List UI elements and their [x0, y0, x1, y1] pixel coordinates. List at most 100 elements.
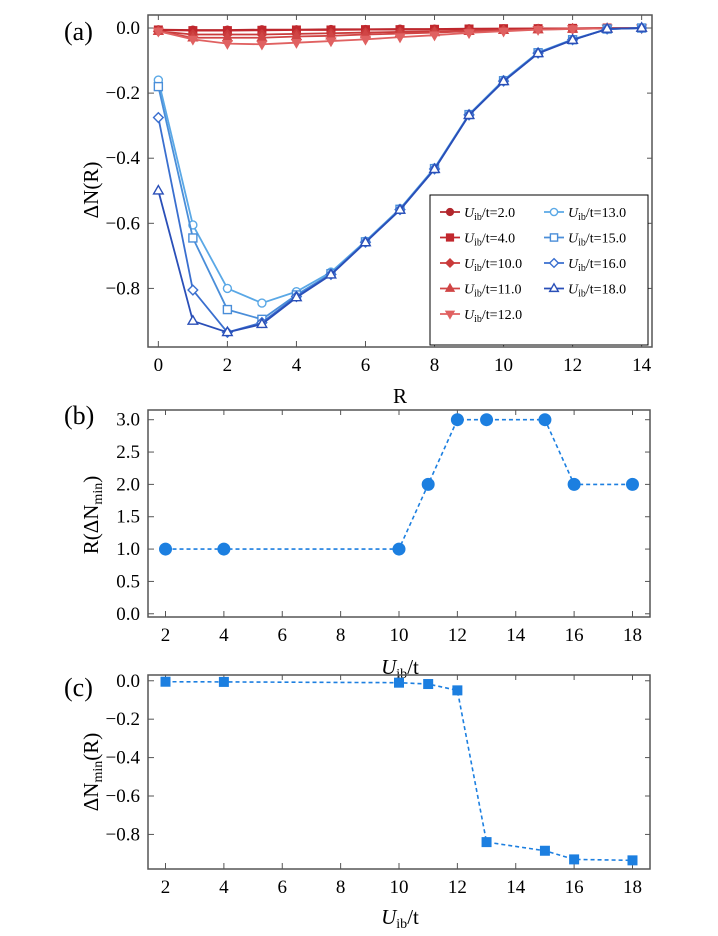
legend-label-sym: U [568, 206, 579, 221]
data-point [290, 290, 303, 302]
panel-c-series [160, 676, 638, 866]
panel-b-frame [147, 409, 651, 618]
data-point [221, 325, 234, 337]
panel-c-x-tick-label: 8 [336, 877, 346, 898]
legend-marker [445, 207, 455, 217]
panel-a-y-label: ΔN(R) [79, 162, 103, 219]
legend-label-tail: /t=18.0 [586, 283, 626, 298]
legend-label-sym: U [568, 283, 579, 298]
data-point [463, 29, 475, 40]
panel-b-y-tick-label: 0.5 [116, 571, 140, 592]
panel-c-data-point [627, 855, 638, 866]
panel-b-x-label-tail: /t [407, 655, 419, 679]
data-point [153, 81, 164, 92]
panel-b-data-point [450, 413, 464, 427]
panel-b-data-point [567, 477, 581, 491]
panel-c: (c) 2 4 6 8 10 12 14 16 18 0.0 −0.2 −0.4 −0.6 −0.8 U… [64, 671, 651, 932]
legend-label-sub: ib [474, 314, 482, 325]
panel-a-y-tick-label: −0.4 [106, 148, 141, 169]
panel-c-y-tick-label: −0.6 [106, 786, 140, 807]
panel-b-y-label: R(ΔNmin) [79, 476, 106, 554]
panel-a-x-tick-label: 0 [154, 355, 164, 376]
data-point [532, 46, 545, 58]
legend-label-tail: /t=11.0 [482, 283, 522, 298]
legend-label: Uib/t=2.0 [464, 206, 515, 223]
legend-marker [445, 233, 455, 242]
panel-b-data-point [217, 542, 231, 556]
data-point [187, 284, 199, 296]
data-point [497, 74, 510, 86]
legend-box [429, 194, 649, 346]
panel-a-frame [147, 14, 653, 348]
legend-label-sub: ib [474, 212, 482, 223]
panel-a-y-tick-label: −0.2 [106, 83, 140, 104]
panel-b-y-tick-label: 3.0 [116, 410, 140, 431]
panel-b-x-tick-label: 8 [336, 625, 346, 646]
legend-label: Uib/t=12.0 [464, 308, 522, 325]
panel-b-y-tick-label: 0.0 [116, 604, 140, 625]
panel-b-y-label-sub: min [91, 483, 106, 505]
data-point [290, 38, 303, 49]
legend-label-sym: U [464, 308, 475, 323]
panel-b-x-tick-label: 6 [278, 625, 288, 646]
data-point [256, 40, 268, 51]
panel-c-label: (c) [64, 673, 93, 702]
panel-c-y-tick-label: −0.2 [106, 709, 140, 730]
panel-c-y-label-main: ΔN [79, 783, 103, 812]
panel-a-x-tick-label: 12 [563, 355, 582, 376]
panel-c-data-point [539, 845, 550, 856]
data-point [393, 203, 407, 214]
panel-b-data-point [421, 477, 435, 491]
data-point [186, 314, 199, 325]
data-point [324, 268, 337, 279]
panel-c-x-tick-label: 6 [278, 877, 288, 898]
data-point [463, 108, 476, 120]
panel-b-data-point [392, 542, 406, 556]
legend-label-tail: /t=16.0 [586, 257, 626, 272]
panel-c-data-point [569, 854, 580, 865]
legend-label: Uib/t=16.0 [568, 257, 626, 274]
panel-b-y-label-tail: ) [79, 476, 103, 483]
panel-c-x-tick-label: 4 [219, 877, 229, 898]
panel-b-x-label-sym: U [381, 655, 398, 679]
legend-marker [548, 282, 560, 293]
panel-b-label: (b) [64, 401, 94, 430]
panel-c-y-label: ΔNmin(R) [79, 733, 106, 811]
panel-c-data-point [218, 676, 229, 687]
panel-a-x-label: R [393, 384, 407, 408]
panel-c-data-point [452, 685, 463, 696]
panel-a-y-tick-label: −0.6 [106, 213, 140, 234]
legend-marker [549, 233, 559, 242]
data-point [532, 25, 544, 36]
panel-a-legend: Uib/t=2.0Uib/t=4.0Uib/t=10.0Uib/t=11.0Ui… [429, 194, 649, 346]
legend-label-tail: /t=4.0 [482, 232, 515, 247]
panel-c-y-ticks: 0.0 −0.2 −0.4 −0.6 −0.8 [106, 671, 650, 845]
panel-c-x-tick-label: 10 [390, 877, 409, 898]
legend-label-sym: U [464, 206, 475, 221]
legend-label-tail: /t=10.0 [482, 257, 522, 272]
data-point [152, 111, 165, 124]
panel-c-data-point [394, 677, 404, 688]
data-point [187, 35, 199, 46]
panel-a-y-ticks: 0.0 −0.2 −0.4 −0.6 −0.8 [106, 18, 652, 299]
data-point [152, 184, 165, 195]
legend-label-sub: ib [578, 212, 586, 223]
panel-c-data-point [423, 679, 434, 690]
legend-label-sub: ib [474, 238, 482, 249]
panel-c-x-label-sub: ib [396, 917, 407, 932]
data-point [359, 35, 372, 46]
legend-label-tail: /t=2.0 [482, 206, 515, 221]
data-point [255, 317, 268, 329]
legend-label-sym: U [464, 257, 475, 272]
legend-label-tail: /t=15.0 [586, 232, 626, 247]
panel-b-x-tick-label: 16 [565, 625, 584, 646]
data-point [188, 233, 198, 243]
panel-c-x-tick-label: 18 [623, 877, 642, 898]
legend-label-sym: U [464, 283, 475, 298]
panel-c-y-label-tail: (R) [79, 733, 103, 761]
legend-label-sym: U [464, 232, 475, 247]
legend-label-sub: ib [474, 263, 482, 274]
panel-c-x-tick-label: 16 [565, 877, 584, 898]
panel-a-y-tick-label: 0.0 [116, 18, 140, 39]
data-point [428, 162, 441, 174]
